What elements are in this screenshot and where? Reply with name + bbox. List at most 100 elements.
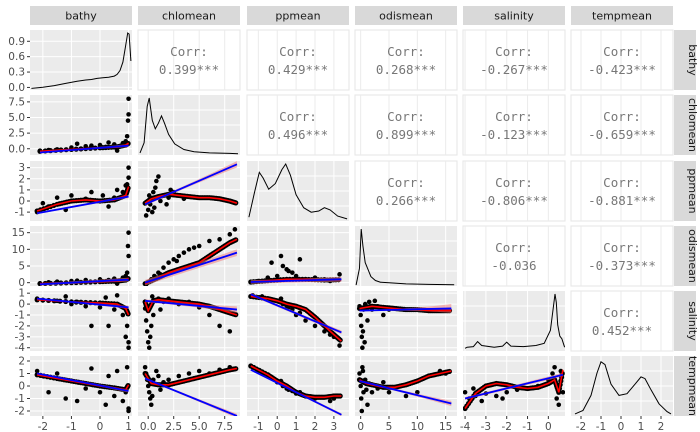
scatter-point <box>327 398 333 404</box>
scatter-point <box>227 232 233 237</box>
scatter-point <box>375 386 380 391</box>
y-tick-label: 0.3 <box>8 67 25 79</box>
scatter-point <box>174 258 180 264</box>
corr-label: Corr: <box>495 240 533 255</box>
panel-background <box>570 160 674 222</box>
scatter-point <box>74 398 80 404</box>
panel-background <box>462 94 566 156</box>
scatter-point <box>97 305 103 310</box>
scatter-point <box>34 368 40 374</box>
corr-value-ppmean-bathy: 0.429*** <box>268 62 328 77</box>
x-tick-label: 1 <box>293 421 300 432</box>
corr-value-tempmean-chlomean: -0.659*** <box>588 127 656 142</box>
scatter-point <box>322 329 327 334</box>
scatter-point <box>156 174 161 179</box>
y-tick-label: 2 <box>18 356 25 368</box>
column-label-bathy: bathy <box>65 10 97 23</box>
scatter-point <box>148 323 154 329</box>
regression-line <box>145 299 238 311</box>
scatter-point <box>152 205 157 210</box>
scatter-point <box>554 396 559 401</box>
corr-value-odismean-ppmean: 0.266*** <box>376 193 436 208</box>
scatter-point <box>232 227 238 232</box>
scatter-point <box>89 366 94 371</box>
x-tick-label: 0 <box>545 421 552 432</box>
x-tick-label: 2.5 <box>165 421 182 432</box>
scatter-point <box>148 402 154 408</box>
scatter-point <box>83 143 89 149</box>
scatter-point <box>153 185 158 190</box>
scatter-point <box>359 334 365 340</box>
scatter-point <box>40 200 46 206</box>
scatter-point <box>54 371 60 376</box>
scatter-point <box>358 323 364 329</box>
scatter-point <box>46 389 51 395</box>
panel-background <box>137 29 241 91</box>
scatter-point <box>145 339 151 345</box>
regression-line <box>144 163 238 206</box>
scatter-point <box>331 396 337 401</box>
panel-tempmean-salinity <box>463 356 565 416</box>
scatter-point <box>494 393 499 399</box>
scatter-point <box>126 345 131 351</box>
scatter-point <box>176 253 182 259</box>
regression-line <box>39 278 129 286</box>
scatter-point <box>365 318 370 323</box>
scatter-point <box>106 323 111 329</box>
scatter-point <box>181 250 187 255</box>
scatter-point <box>146 389 152 395</box>
scatter-point <box>164 202 169 207</box>
scatter-point <box>114 148 120 153</box>
strip-right-ppmean <box>674 161 696 221</box>
x-tick-label: 0 <box>618 421 625 432</box>
y-tick-label: 0 <box>18 277 25 289</box>
density-curve <box>464 293 565 349</box>
y-tick-label: 0.6 <box>8 51 25 63</box>
x-tick-label: -2 <box>38 421 48 432</box>
y-tick-label: -1 <box>15 310 25 322</box>
y-tick-label: 2 <box>18 173 25 185</box>
corr-label: Corr: <box>603 44 641 59</box>
strip-right-odismean <box>674 226 696 286</box>
scatter-point <box>145 207 151 213</box>
scatter-point <box>126 339 131 345</box>
scatter-point <box>337 272 342 277</box>
y-tick-label: 3 <box>18 162 25 174</box>
panel-background <box>462 160 566 222</box>
corr-label: Corr: <box>387 44 425 59</box>
scatter-point <box>114 281 120 286</box>
panel-bathy-bathy <box>30 30 132 90</box>
scatter-point <box>360 329 366 334</box>
row-label-salinity: salinity <box>686 301 699 341</box>
scatter-point <box>217 237 222 242</box>
panel-odismean-chlomean <box>138 226 240 286</box>
scatter-point <box>106 204 111 209</box>
x-tick-label: 7.5 <box>216 421 233 432</box>
panel-background <box>355 291 457 351</box>
y-tick-label: -4 <box>15 342 26 354</box>
regression-line <box>144 377 238 416</box>
scatter-point <box>145 383 151 389</box>
scatter-point <box>114 187 120 193</box>
y-tick-label: 10 <box>12 244 25 256</box>
panel-chlomean-chlomean <box>138 95 240 155</box>
scatter-point <box>362 339 367 345</box>
x-tick-label: -1 <box>253 421 263 432</box>
y-tick-label: 1 <box>18 368 25 380</box>
y-tick-label: 7.5 <box>8 96 25 108</box>
scatter-point <box>207 312 212 318</box>
panel-bathy-ppmean: Corr: 0.429*** <box>246 29 350 91</box>
scatter-point <box>111 307 117 312</box>
x-tick-label: -2 <box>501 421 511 432</box>
panel-tempmean-odismean <box>355 356 457 416</box>
scatter-point <box>265 275 271 280</box>
scatter-point <box>156 373 161 379</box>
corr-label: Corr: <box>279 44 317 59</box>
column-label-chlomean: chlomean <box>162 10 216 23</box>
scatter-point <box>514 387 520 393</box>
scatter-point <box>372 298 378 304</box>
panel-odismean-odismean <box>355 226 457 286</box>
x-tick-label: 2 <box>658 421 665 432</box>
corr-label: Corr: <box>170 44 208 59</box>
corr-label: Corr: <box>603 240 641 255</box>
